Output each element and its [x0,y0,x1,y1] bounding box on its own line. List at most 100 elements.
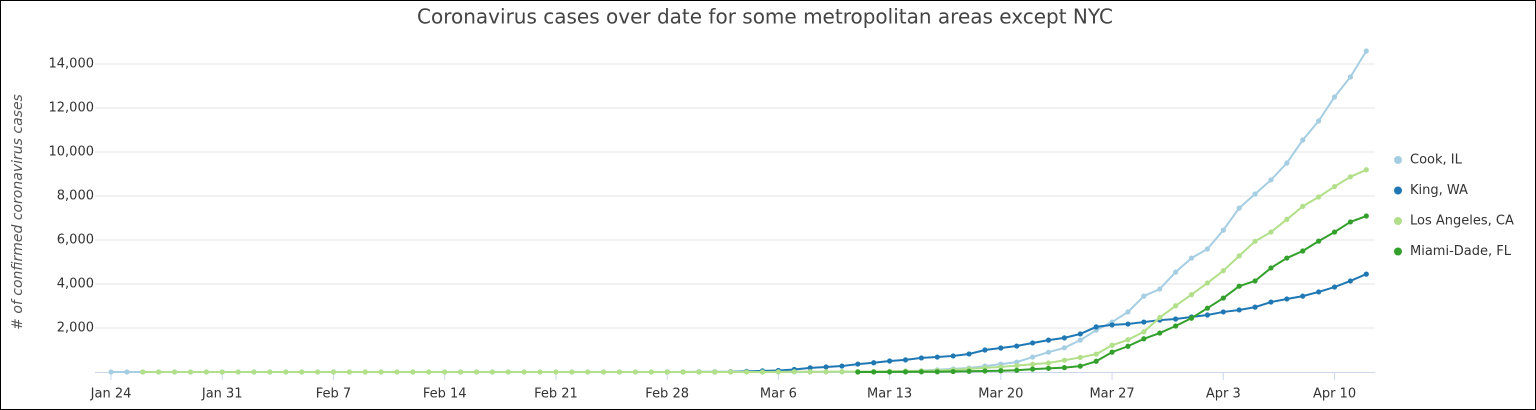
data-point [1173,269,1179,275]
legend-marker[interactable] [1394,156,1402,164]
data-point [537,369,543,375]
data-point [934,369,940,375]
data-point [410,369,416,375]
data-point [219,369,225,375]
data-point [1236,283,1242,289]
data-point [1204,280,1211,286]
data-point [378,369,384,375]
data-point [1331,94,1338,100]
data-point [775,369,781,375]
data-point [887,369,893,375]
data-point [1363,167,1369,173]
data-point [1157,286,1163,292]
y-tick-label: 2,000 [57,321,94,336]
data-point [267,369,273,375]
data-point [950,353,956,359]
data-point [902,357,909,363]
data-point [1125,321,1131,327]
x-tick-label: Apr 3 [1206,387,1241,402]
data-point [1300,137,1306,143]
data-point [1061,365,1067,371]
y-tick-label: 14,000 [49,57,95,72]
data-point [1077,363,1083,369]
data-point [982,347,988,353]
legend-label[interactable]: Miami-Dade, FL [1410,244,1512,259]
data-point [918,369,924,375]
data-point [1045,365,1052,371]
data-point [1061,335,1067,341]
data-point [505,369,511,375]
data-point [1220,227,1226,233]
data-point [1188,255,1195,261]
data-point [1173,323,1179,329]
data-point [1236,307,1242,313]
data-point [1268,177,1274,183]
data-point [299,369,305,375]
data-point [1045,360,1052,366]
data-point [855,361,861,367]
data-point [1316,194,1322,200]
data-point [1030,340,1036,346]
data-point [1300,248,1306,254]
legend-marker[interactable] [1394,247,1402,256]
x-tick-label: Jan 24 [90,387,132,402]
data-point [1252,304,1258,310]
data-point [1284,216,1290,223]
data-point [569,369,575,375]
legend-label[interactable]: Cook, IL [1410,153,1463,168]
data-point [1347,74,1354,80]
data-point [632,369,638,375]
data-point [251,369,257,375]
data-point [1045,337,1052,343]
data-point [759,369,766,375]
legend-marker[interactable] [1394,186,1402,195]
x-tick-label: Feb 28 [645,387,689,402]
y-axis-label: # of confirmed coronavirus cases [10,94,26,330]
data-point [1093,324,1099,330]
data-point [489,369,495,375]
data-point [1014,362,1020,369]
data-point [1030,366,1036,372]
data-point [1173,316,1179,322]
data-point [648,369,654,375]
legend-marker[interactable] [1394,217,1402,225]
data-point [1141,293,1147,299]
chart-title: Coronavirus cases over date for some met… [417,5,1113,29]
data-point [696,369,702,375]
data-point [203,369,209,375]
data-point [1030,361,1036,367]
data-point [1125,343,1131,349]
data-point [457,369,464,375]
x-tick-label: Feb 14 [423,387,467,402]
data-point [1061,345,1067,351]
data-point [1204,246,1211,252]
data-point [1300,293,1306,299]
data-point [314,369,321,375]
data-point [982,368,988,374]
data-point [616,369,623,375]
x-tick-label: Feb 7 [316,387,351,402]
legend-label[interactable]: King, WA [1410,183,1468,198]
data-point [283,369,289,375]
data-point [1268,299,1274,305]
data-point [1125,309,1131,315]
data-point [950,368,956,375]
data-point [998,368,1004,374]
data-point [1141,329,1147,335]
y-tick-label: 8,000 [57,189,94,204]
data-point [1220,309,1226,315]
data-point [855,369,861,375]
data-point [1316,118,1322,124]
x-tick-label: Feb 21 [534,387,578,402]
data-point [1014,343,1020,349]
data-point [1077,337,1083,343]
data-point [473,369,480,375]
data-point [744,369,750,375]
data-point [171,369,178,375]
legend-label[interactable]: Los Angeles, CA [1410,214,1514,229]
data-point [1300,203,1306,209]
data-point [1093,351,1099,357]
data-point [1363,271,1369,277]
